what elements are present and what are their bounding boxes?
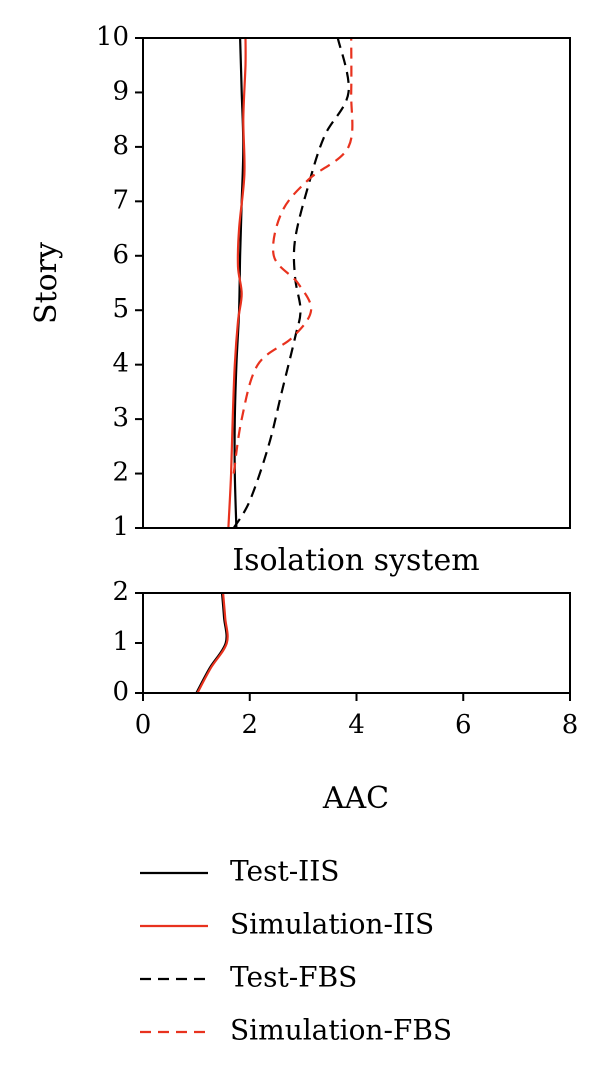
story-series-sim-fbs-line: [232, 37, 354, 474]
aac-x-tick-label: 0: [135, 710, 152, 740]
story-series-sim-iis-line: [227, 37, 247, 529]
isolation-panel: Isolation system 0 1 2 0 2 4 6 8 AAC: [112, 543, 578, 816]
story-panel: 1 2 3 4 5 6 7 8 9 10 Story: [29, 22, 571, 542]
chart-legend: Test-IIS Simulation-IIS Test-FBS Simulation…: [140, 855, 452, 1047]
aac-x-tick-label: 8: [562, 710, 579, 740]
story-y-tick-label: 1: [112, 512, 129, 542]
legend-label: Simulation-FBS: [230, 1014, 452, 1047]
isolation-y-tick-label: 0: [112, 677, 129, 707]
isolation-y-tick-label: 2: [112, 577, 129, 607]
isolation-series-group: [195, 592, 229, 694]
legend-label: Test-FBS: [230, 961, 357, 994]
story-y-tick-label: 4: [112, 349, 129, 379]
story-y-ticks: 1 2 3 4 5 6 7 8 9 10: [96, 22, 143, 542]
isolation-y-ticks: 0 1 2: [112, 577, 143, 707]
story-series-group: [227, 37, 354, 529]
aac-x-tick-label: 4: [348, 710, 365, 740]
story-y-tick-label: 8: [112, 131, 129, 161]
isolation-series-sim-iis-line: [196, 592, 229, 694]
aac-x-tick-label: 6: [455, 710, 472, 740]
legend-label: Simulation-IIS: [230, 908, 434, 941]
isolation-plot-frame: [142, 592, 571, 694]
isolation-series-test-iis-line: [195, 592, 228, 694]
story-y-tick-label: 7: [112, 185, 129, 215]
story-series-test-fbs-line: [232, 37, 350, 529]
story-y-tick-label: 3: [112, 403, 129, 433]
aac-x-tick-label: 2: [241, 710, 258, 740]
isolation-panel-title: Isolation system: [232, 543, 479, 578]
isolation-y-tick-label: 1: [112, 627, 129, 657]
story-y-tick-label: 6: [112, 240, 129, 270]
aac-x-ticks: 0 2 4 6 8: [135, 693, 579, 740]
story-y-tick-label: 10: [96, 22, 129, 52]
aac-axis-label: AAC: [322, 781, 389, 816]
story-y-tick-label: 2: [112, 458, 129, 488]
story-y-tick-label: 9: [112, 76, 129, 106]
story-y-tick-label: 5: [112, 294, 129, 324]
legend-label: Test-IIS: [230, 855, 339, 888]
story-axis-label: Story: [29, 242, 64, 324]
story-plot-frame: [142, 37, 571, 529]
